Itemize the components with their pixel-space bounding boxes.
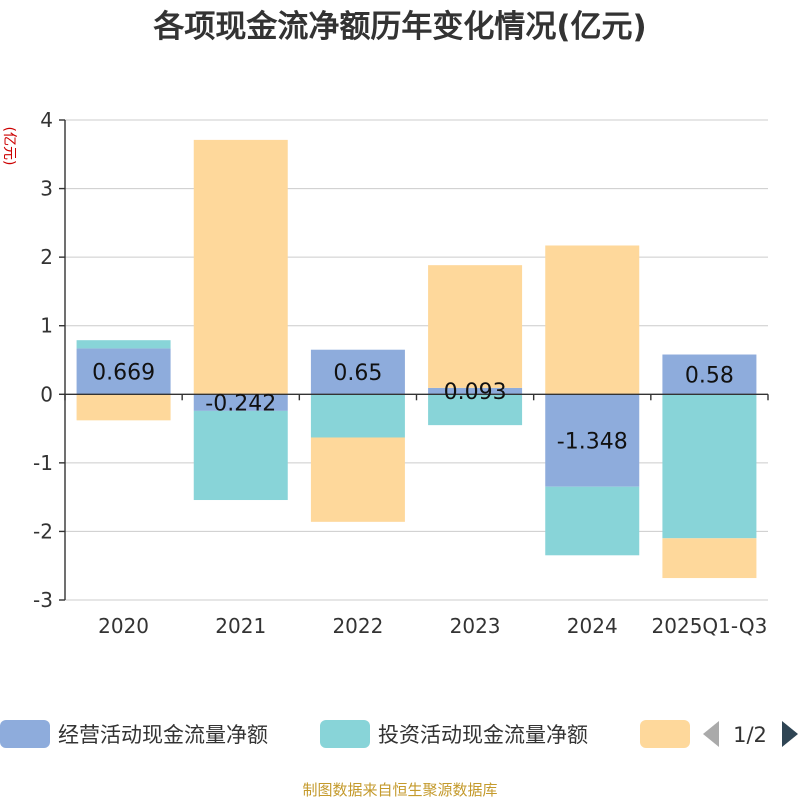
legend-item-2[interactable]: 投资活动现金流量净额 — [320, 720, 588, 748]
legend-item-3[interactable] — [640, 720, 690, 748]
axis-layer: -3 -2 -1 0 1 2 3 4 2020 2021 2022 2023 2024 2025Q1-Q3 — [33, 108, 769, 638]
bar-series-1-2022[interactable] — [310, 349, 405, 395]
bar-series-3-2023[interactable] — [428, 265, 523, 388]
bar-series-1-2020[interactable] — [76, 348, 171, 395]
bar-series-2-2022[interactable] — [310, 394, 405, 438]
legend-swatch — [0, 720, 50, 748]
data-label-2021: -0.242 — [205, 392, 276, 417]
bar-series-3-2020[interactable] — [76, 394, 171, 421]
data-label-2024: -1.348 — [557, 430, 628, 455]
source-note: 制图数据来自恒生聚源数据库 — [302, 781, 497, 799]
legend-next-page-icon[interactable] — [782, 721, 798, 747]
legend-page-indicator: 1/2 — [733, 723, 767, 747]
bar-series-1-2021[interactable] — [193, 394, 288, 411]
x-tick-label: 2020 — [98, 614, 149, 638]
data-label-2022: 0.65 — [333, 361, 382, 386]
data-label-layer: 0.669 -0.242 0.65 0.093 -1.348 0.58 — [92, 360, 734, 454]
x-tick-label: 2023 — [450, 614, 501, 638]
x-tick-label: 2022 — [332, 614, 383, 638]
x-tick-label: 2024 — [567, 614, 618, 638]
x-tick-label: 2025Q1-Q3 — [652, 614, 768, 638]
bar-series-2-2020[interactable] — [76, 340, 171, 349]
legend-prev-page-icon[interactable] — [703, 721, 719, 747]
y-tick-label: 3 — [40, 177, 53, 201]
x-tick-label: 2021 — [215, 614, 266, 638]
chart-title: 各项现金流净额历年变化情况(亿元) — [152, 9, 646, 45]
bar-series-2-2025Q1-Q3[interactable] — [662, 394, 757, 539]
legend-swatch — [640, 720, 690, 748]
legend-label: 经营活动现金流量净额 — [58, 723, 268, 747]
bar-series-3-2025Q1-Q3[interactable] — [662, 538, 757, 579]
y-tick-label: 4 — [40, 108, 53, 132]
legend-swatch — [320, 720, 370, 748]
data-label-2020: 0.669 — [92, 360, 155, 385]
bar-series-2-2024[interactable] — [545, 486, 640, 556]
y-tick-label: 2 — [40, 245, 53, 269]
bar-series-3-2021[interactable] — [193, 139, 288, 395]
y-tick-label: -1 — [33, 451, 53, 475]
data-label-2025Q1-Q3: 0.58 — [685, 363, 734, 388]
bar-series-1-2024[interactable] — [545, 394, 640, 487]
y-axis-label: (亿元) — [1, 127, 17, 166]
bar-series-2-2023[interactable] — [428, 394, 523, 426]
bar-series-1-2025Q1-Q3[interactable] — [662, 354, 757, 395]
y-tick-label: -2 — [33, 519, 53, 543]
bar-series-3-2022[interactable] — [310, 437, 405, 522]
y-tick-label: 0 — [40, 382, 53, 406]
legend-label: 投资活动现金流量净额 — [378, 723, 588, 747]
legend-item-1[interactable]: 经营活动现金流量净额 — [0, 720, 268, 748]
bar-series-3-2024[interactable] — [545, 245, 640, 395]
legend: 经营活动现金流量净额 投资活动现金流量净额 1/2 — [0, 720, 798, 748]
grid-layer — [65, 119, 768, 601]
bar-series-1-2023[interactable] — [428, 387, 523, 395]
bar-series-2-2021[interactable] — [193, 410, 288, 501]
bar-layer — [76, 139, 757, 579]
y-tick-label: -3 — [33, 588, 53, 612]
y-tick-label: 1 — [40, 314, 53, 338]
data-label-2023: 0.093 — [444, 380, 507, 405]
